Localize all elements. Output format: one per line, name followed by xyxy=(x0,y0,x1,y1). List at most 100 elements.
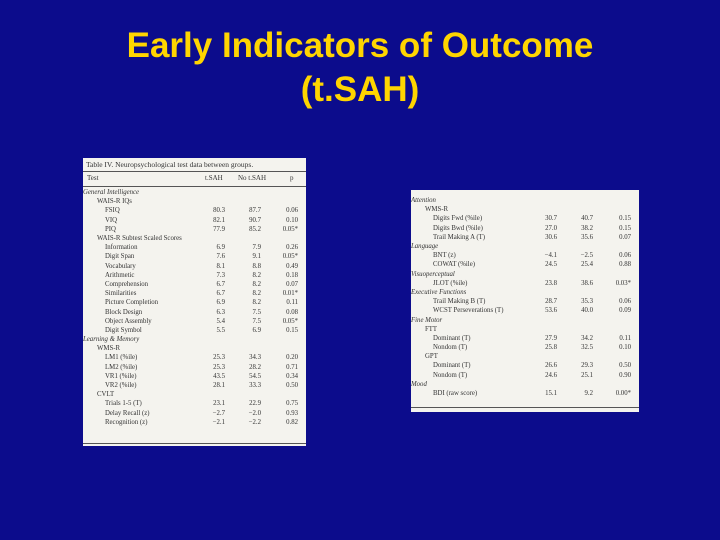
cell-spacer xyxy=(631,270,639,279)
row-label: Digit Symbol xyxy=(105,326,142,334)
no-tsah-value: 34.3 xyxy=(249,354,261,362)
p-value: 0.15 xyxy=(619,224,631,232)
tsah-value: 28.1 xyxy=(213,382,225,390)
no-tsah-value xyxy=(557,352,593,361)
no-tsah-value: 90.7 xyxy=(249,216,261,224)
cell-spacer xyxy=(298,289,306,298)
row-label: WAIS-R Subtest Scaled Scores xyxy=(97,235,182,243)
cell-spacer xyxy=(298,381,306,390)
no-tsah-value: 8.2 xyxy=(252,290,262,298)
tsah-value: 7.3 xyxy=(216,271,226,279)
row-label: Attention xyxy=(411,197,436,205)
p-value xyxy=(261,390,298,399)
no-tsah-value xyxy=(225,390,261,399)
cell-spacer xyxy=(298,307,306,316)
p-value: 0.82 xyxy=(286,418,298,426)
no-tsah-value: 8.8 xyxy=(252,262,262,270)
p-value: 0.34 xyxy=(286,372,298,380)
slide-title-line1: Early Indicators of Outcome xyxy=(126,26,594,65)
table-row: Dominant (T) 27.9 34.2 0.11 xyxy=(411,334,639,343)
no-tsah-value: 28.2 xyxy=(249,363,261,371)
no-tsah-value: 35.3 xyxy=(581,298,593,306)
row-label: General Intelligence xyxy=(83,189,140,197)
table-row: VR1 (%ile) 43.5 54.5 0.34 xyxy=(83,372,306,381)
table-caption: Table IV. Neuropsychological test data b… xyxy=(86,160,254,169)
row-label: Object Assembly xyxy=(105,317,152,325)
cell-spacer xyxy=(298,363,306,372)
no-tsah-value xyxy=(225,188,261,197)
table-row: Nondom (T) 25.8 32.5 0.10 xyxy=(411,343,639,352)
no-tsah-value: 9.1 xyxy=(252,253,262,261)
table-scan-left: Table IV. Neuropsychological test data b… xyxy=(83,158,306,446)
table-row: JLOT (%ile) 23.8 38.6 0.03* xyxy=(411,279,639,288)
row-label: Vocabulary xyxy=(105,262,136,270)
table-row: Trail Making B (T) 28.7 35.3 0.06 xyxy=(411,297,639,306)
cell-spacer xyxy=(631,371,639,380)
table-row: Comprehension 6.7 8.2 0.07 xyxy=(83,280,306,289)
tsah-value: 77.9 xyxy=(213,225,225,233)
no-tsah-value: 7.5 xyxy=(252,317,262,325)
p-value: 0.11 xyxy=(619,334,631,342)
tsah-value: 25.3 xyxy=(213,363,225,371)
cell-spacer xyxy=(298,280,306,289)
row-label: Digits Fwd (%ile) xyxy=(433,215,483,223)
row-label: FTT xyxy=(425,325,438,333)
table-header: Test t.SAH No t.SAH p xyxy=(83,171,306,187)
row-label: Similarities xyxy=(105,290,137,298)
tsah-value: 30.7 xyxy=(545,215,557,223)
p-value xyxy=(261,188,298,197)
table-row: WMS-R xyxy=(411,205,639,214)
table-row: Learning & Memory xyxy=(83,335,306,344)
tsah-value xyxy=(203,335,225,344)
p-value: 0.20 xyxy=(286,354,298,362)
no-tsah-value: 87.7 xyxy=(249,207,261,215)
tsah-value: 27.0 xyxy=(545,224,557,232)
no-tsah-value xyxy=(557,288,593,297)
cell-spacer xyxy=(298,243,306,252)
no-tsah-value xyxy=(557,380,593,389)
table-row: Dominant (T) 26.6 29.3 0.50 xyxy=(411,361,639,370)
table-row: Mood xyxy=(411,380,639,389)
header-tsah: t.SAH xyxy=(205,174,223,182)
p-value: 0.15 xyxy=(286,326,298,334)
p-value: 0.26 xyxy=(286,244,298,252)
no-tsah-value: 22.9 xyxy=(249,400,261,408)
tsah-value: 25.3 xyxy=(213,354,225,362)
p-value xyxy=(593,315,631,324)
table-row: Block Design 6.3 7.5 0.08 xyxy=(83,307,306,316)
table-scan-right: Attention WMS-R Digits Fwd (%ile) 30.7 40.7 0… xyxy=(411,190,639,412)
table-row: Visuoperceptual xyxy=(411,270,639,279)
row-label: Trail Making A (T) xyxy=(433,233,486,241)
cell-spacer xyxy=(298,271,306,280)
tsah-value xyxy=(535,315,557,324)
table-row: Digits Bwd (%ile) 27.0 38.2 0.15 xyxy=(411,224,639,233)
no-tsah-value: 38.6 xyxy=(581,279,593,287)
row-label: Nondom (T) xyxy=(433,344,468,352)
row-label: Executive Functions xyxy=(411,288,467,296)
no-tsah-value: 8.2 xyxy=(252,280,262,288)
table-row: WMS-R xyxy=(83,344,306,353)
cell-spacer xyxy=(298,353,306,362)
cell-spacer xyxy=(631,389,639,398)
no-tsah-value: 25.4 xyxy=(581,261,593,269)
p-value: 0.07 xyxy=(619,233,631,241)
tsah-value xyxy=(203,390,225,399)
cell-spacer xyxy=(631,325,639,334)
no-tsah-value: 34.2 xyxy=(581,334,593,342)
p-value xyxy=(593,270,631,279)
row-label: PIQ xyxy=(105,225,116,233)
table-row: Similarities 6.7 8.2 0.01* xyxy=(83,289,306,298)
p-value: 0.07 xyxy=(286,280,298,288)
no-tsah-value: 6.9 xyxy=(252,326,262,334)
tsah-value: 6.3 xyxy=(216,308,226,316)
row-label: Recognition (z) xyxy=(105,418,148,426)
cell-spacer xyxy=(298,252,306,261)
header-no-tsah: No t.SAH xyxy=(238,174,267,182)
p-value: 0.10 xyxy=(619,344,631,352)
tsah-value: 82.1 xyxy=(213,216,225,224)
cell-spacer xyxy=(631,352,639,361)
tsah-value: 23.1 xyxy=(213,400,225,408)
table-row: Trials 1-5 (T) 23.1 22.9 0.75 xyxy=(83,399,306,408)
no-tsah-value xyxy=(557,325,593,334)
table-row: PIQ 77.9 85.2 0.05* xyxy=(83,225,306,234)
